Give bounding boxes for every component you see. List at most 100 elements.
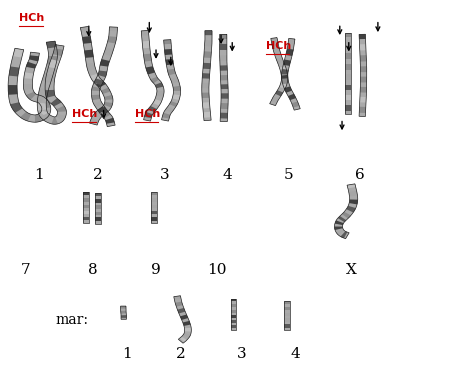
PathPatch shape [360, 97, 366, 103]
PathPatch shape [220, 34, 227, 39]
PathPatch shape [335, 184, 358, 239]
PathPatch shape [144, 112, 152, 118]
Text: 2: 2 [93, 168, 103, 182]
PathPatch shape [273, 48, 281, 55]
PathPatch shape [281, 69, 289, 75]
Text: 5: 5 [283, 168, 293, 182]
PathPatch shape [345, 85, 351, 90]
PathPatch shape [100, 59, 110, 66]
PathPatch shape [345, 32, 351, 37]
PathPatch shape [165, 49, 172, 55]
PathPatch shape [95, 193, 101, 224]
PathPatch shape [345, 53, 351, 59]
PathPatch shape [270, 38, 288, 106]
Text: 9: 9 [151, 263, 161, 277]
PathPatch shape [164, 39, 171, 44]
Text: 7: 7 [21, 263, 31, 277]
PathPatch shape [97, 107, 107, 113]
PathPatch shape [24, 72, 33, 79]
PathPatch shape [83, 204, 88, 208]
PathPatch shape [46, 41, 56, 48]
Text: 6: 6 [355, 168, 365, 182]
PathPatch shape [142, 41, 150, 48]
PathPatch shape [283, 59, 291, 66]
PathPatch shape [202, 93, 209, 98]
PathPatch shape [92, 86, 100, 91]
PathPatch shape [41, 102, 51, 108]
Text: HCh: HCh [135, 108, 160, 118]
Text: 4: 4 [223, 168, 233, 182]
PathPatch shape [174, 296, 191, 343]
PathPatch shape [56, 106, 66, 112]
PathPatch shape [83, 198, 88, 202]
PathPatch shape [90, 118, 99, 123]
PathPatch shape [48, 59, 60, 69]
PathPatch shape [102, 112, 110, 118]
PathPatch shape [359, 44, 366, 51]
PathPatch shape [281, 75, 288, 80]
Text: 3: 3 [236, 348, 246, 362]
PathPatch shape [51, 117, 58, 124]
PathPatch shape [93, 112, 102, 118]
PathPatch shape [220, 34, 228, 122]
PathPatch shape [183, 333, 191, 338]
PathPatch shape [336, 230, 344, 235]
PathPatch shape [202, 83, 209, 88]
PathPatch shape [335, 227, 343, 230]
Text: mar:: mar: [56, 313, 89, 327]
PathPatch shape [150, 77, 159, 83]
PathPatch shape [221, 84, 228, 89]
PathPatch shape [170, 77, 179, 83]
PathPatch shape [166, 107, 174, 113]
PathPatch shape [26, 92, 36, 100]
PathPatch shape [47, 56, 57, 66]
PathPatch shape [120, 311, 126, 314]
PathPatch shape [99, 107, 108, 114]
PathPatch shape [359, 34, 367, 117]
PathPatch shape [175, 301, 183, 307]
PathPatch shape [155, 82, 163, 88]
PathPatch shape [285, 324, 290, 328]
PathPatch shape [94, 78, 104, 85]
PathPatch shape [345, 95, 351, 100]
PathPatch shape [84, 50, 93, 58]
PathPatch shape [29, 55, 39, 61]
PathPatch shape [83, 211, 88, 214]
PathPatch shape [95, 205, 101, 209]
PathPatch shape [345, 32, 351, 114]
PathPatch shape [45, 74, 55, 83]
PathPatch shape [341, 231, 347, 238]
PathPatch shape [20, 112, 31, 121]
PathPatch shape [285, 307, 290, 310]
PathPatch shape [202, 31, 212, 121]
PathPatch shape [342, 212, 351, 218]
PathPatch shape [360, 77, 367, 82]
PathPatch shape [37, 103, 46, 111]
PathPatch shape [221, 103, 228, 109]
PathPatch shape [83, 192, 88, 223]
PathPatch shape [95, 211, 101, 215]
PathPatch shape [221, 75, 228, 80]
PathPatch shape [281, 38, 300, 110]
PathPatch shape [9, 66, 19, 76]
PathPatch shape [360, 87, 367, 93]
PathPatch shape [141, 31, 164, 121]
PathPatch shape [360, 55, 367, 62]
PathPatch shape [40, 113, 51, 121]
PathPatch shape [107, 36, 117, 44]
Text: 1: 1 [35, 168, 44, 182]
PathPatch shape [92, 95, 100, 100]
PathPatch shape [230, 320, 236, 323]
PathPatch shape [183, 321, 190, 326]
PathPatch shape [284, 86, 292, 93]
PathPatch shape [151, 198, 156, 202]
PathPatch shape [95, 217, 101, 221]
PathPatch shape [56, 114, 66, 121]
PathPatch shape [10, 102, 23, 113]
PathPatch shape [230, 325, 236, 328]
PathPatch shape [285, 301, 290, 304]
PathPatch shape [285, 301, 290, 330]
PathPatch shape [41, 111, 50, 117]
PathPatch shape [156, 91, 164, 97]
PathPatch shape [101, 87, 110, 94]
